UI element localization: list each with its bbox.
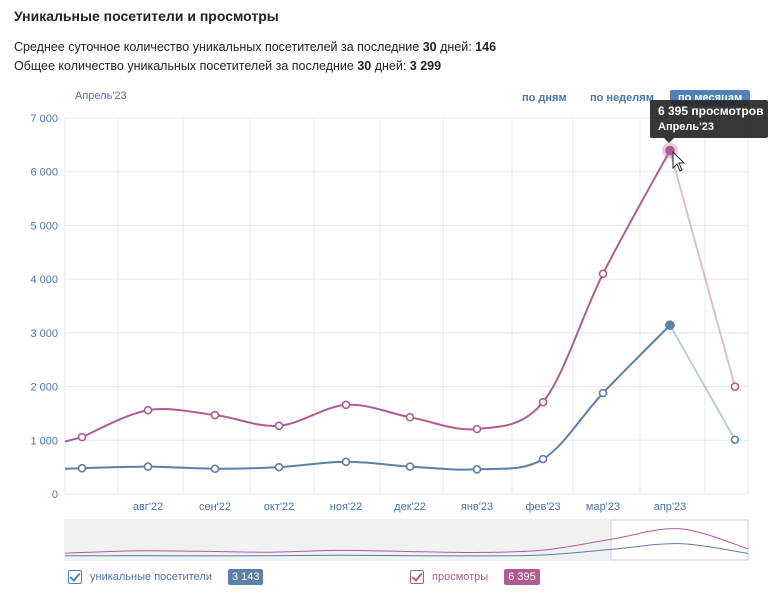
- overview-window: [610, 519, 749, 561]
- tab-days[interactable]: по дням: [522, 92, 567, 104]
- checkbox-views[interactable]: [410, 570, 424, 584]
- stat-text: Среднее суточное количество уникальных п…: [14, 40, 423, 54]
- legend-visitors-badge: 3 143: [227, 569, 264, 585]
- x-tick-label: фев'23: [525, 501, 560, 513]
- overview-line-views: [64, 528, 749, 554]
- data-point-views: [274, 421, 284, 431]
- data-point-visitors: [143, 462, 153, 471]
- y-tick-label: 4 000: [30, 274, 58, 286]
- stat-text: дней:: [371, 59, 410, 73]
- legend-views-badge: 6 395: [504, 569, 540, 585]
- data-point-views: [405, 412, 415, 422]
- x-tick-label: авг'22: [133, 501, 163, 513]
- checkbox-visitors[interactable]: [68, 570, 82, 584]
- data-point-views: [143, 405, 153, 415]
- data-point-views: [538, 397, 548, 407]
- stat-value: 3 299: [409, 59, 442, 73]
- data-point-views: [665, 145, 675, 156]
- cursor-icon: [672, 150, 686, 172]
- legend-views-label: просмотры: [432, 571, 489, 583]
- data-point-visitors: [210, 464, 220, 474]
- data-point-visitors: [472, 464, 482, 474]
- stat-days: 30: [422, 40, 437, 54]
- y-tick-label: 6 000: [30, 167, 58, 179]
- x-tick-label: янв'23: [461, 501, 493, 513]
- x-tick-label: окт'22: [264, 501, 294, 513]
- overview-inactive-area: [65, 520, 611, 560]
- period-label: Апрель'23: [75, 90, 127, 102]
- legend-visitors[interactable]: уникальные посетители 3 143: [68, 569, 264, 585]
- stat-average-daily: Среднее суточное количество уникальных п…: [14, 40, 496, 54]
- stat-total: Общее количество уникальных посетителей …: [14, 59, 441, 73]
- data-point-views: [341, 400, 351, 410]
- tooltip-value: 6 395 просмотров: [658, 104, 764, 118]
- series-line-visitors: [81, 324, 671, 471]
- data-point-views: [77, 432, 87, 442]
- legend-views[interactable]: просмотры 6 395: [410, 569, 540, 585]
- tooltip-date: Апрель'23: [658, 121, 715, 133]
- data-point-visitors: [77, 463, 87, 473]
- data-point-views: [598, 269, 608, 279]
- data-point-visitors: [341, 457, 351, 467]
- chart-tooltip: 6 395 просмотров Апрель'23: [650, 100, 768, 143]
- page-title: Уникальные посетители и просмотры: [14, 8, 279, 24]
- data-point-views: [210, 410, 220, 420]
- data-point-visitors: [274, 462, 284, 472]
- data-point-views: [730, 382, 740, 391]
- x-tick-label: мар'23: [586, 501, 620, 513]
- y-tick-label: 7 000: [30, 113, 58, 125]
- series-line-visitors-partial: [669, 324, 736, 441]
- stat-text: Общее количество уникальных посетителей …: [14, 59, 358, 73]
- x-tick-label: сен'22: [199, 501, 231, 513]
- y-tick-label: 0: [52, 489, 58, 501]
- y-tick-label: 2 000: [30, 382, 58, 394]
- y-tick-label: 5 000: [30, 220, 58, 232]
- data-point-visitors: [538, 454, 548, 464]
- stat-text: дней:: [436, 40, 476, 54]
- tooltip-arrow: [664, 138, 674, 143]
- series-line-views-partial: [669, 150, 736, 387]
- series-line-views: [81, 150, 671, 438]
- data-point-visitors: [598, 388, 608, 398]
- x-tick-label: ноя'22: [330, 501, 362, 513]
- stat-value: 146: [475, 40, 497, 54]
- data-point-visitors: [665, 320, 675, 330]
- data-point-views: [472, 424, 482, 434]
- tab-weeks[interactable]: по неделям: [590, 92, 654, 104]
- x-tick-label: дек'22: [394, 501, 426, 513]
- x-tick-label: апр'23: [654, 501, 687, 513]
- stat-days: 30: [357, 59, 372, 73]
- overview-line-visitors: [64, 543, 749, 557]
- y-tick-label: 1 000: [30, 435, 58, 447]
- data-point-visitors: [405, 462, 415, 471]
- y-tick-label: 3 000: [30, 328, 58, 340]
- data-point-visitors: [730, 435, 740, 445]
- legend-visitors-label: уникальные посетители: [90, 571, 212, 583]
